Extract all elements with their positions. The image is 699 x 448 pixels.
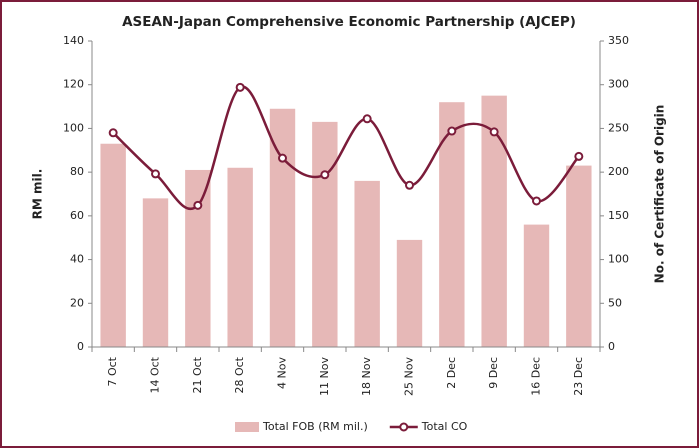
marker: [405, 180, 414, 190]
marker: [151, 169, 160, 179]
legend-label: Total FOB (RM mil.): [262, 420, 368, 433]
bar: [354, 180, 380, 347]
chart-title: ASEAN-Japan Comprehensive Economic Partn…: [122, 14, 576, 30]
y2-tick-label: 50: [608, 296, 622, 309]
marker: [108, 128, 118, 138]
legend-swatch: [235, 422, 259, 432]
bar: [481, 95, 507, 348]
bar: [312, 121, 338, 347]
x-tick-label: 9 Dec: [487, 357, 500, 389]
x-tick-label: 23 Dec: [572, 357, 585, 396]
bar: [227, 167, 253, 347]
y-tick-label: 100: [63, 121, 84, 134]
bar: [396, 239, 423, 347]
y-tick-label: 60: [70, 209, 84, 222]
bar: [439, 102, 465, 347]
marker: [278, 153, 287, 163]
y-tick-label: 0: [77, 340, 84, 353]
y-tick-label: 20: [70, 296, 84, 309]
y2-tick-label: 350: [608, 34, 629, 47]
bar: [142, 198, 169, 347]
x-tick-label: 2 Dec: [445, 357, 458, 389]
x-tick-label: 18 Nov: [360, 357, 373, 396]
marker: [193, 200, 203, 210]
x-tick-label: 21 Oct: [191, 356, 204, 393]
x-tick-label: 25 Nov: [403, 357, 416, 396]
y2-axis-label: No. of Certificate of Origin: [653, 105, 667, 284]
marker: [320, 170, 330, 180]
marker: [489, 127, 499, 137]
legend-label: Total CO: [421, 420, 468, 433]
bar: [100, 143, 126, 347]
y2-tick-label: 100: [608, 253, 629, 266]
y2-tick-label: 200: [608, 165, 629, 178]
y2-tick-label: 300: [608, 78, 629, 91]
x-tick-label: 7 Oct: [106, 356, 119, 386]
y-tick-label: 80: [70, 165, 84, 178]
marker: [235, 82, 245, 92]
bar: [269, 108, 296, 347]
bar: [566, 165, 592, 347]
y2-tick-label: 150: [608, 209, 629, 222]
marker: [574, 151, 584, 161]
y-axis-label: RM mil.: [31, 169, 45, 220]
y-tick-label: 140: [63, 34, 84, 47]
bar: [185, 169, 211, 347]
x-tick-label: 11 Nov: [318, 357, 331, 396]
bar: [523, 224, 550, 347]
marker: [532, 196, 541, 206]
y-tick-label: 40: [70, 253, 84, 266]
x-tick-label: 4 Nov: [276, 357, 289, 389]
x-tick-label: 14 Oct: [149, 356, 162, 393]
x-tick-label: 28 Oct: [233, 356, 246, 393]
x-tick-label: 16 Dec: [530, 357, 543, 396]
legend-marker: [399, 422, 409, 432]
marker: [362, 114, 372, 124]
y2-tick-label: 0: [608, 340, 615, 353]
marker: [447, 126, 457, 136]
y-tick-label: 120: [63, 78, 84, 91]
y2-tick-label: 250: [608, 121, 629, 134]
